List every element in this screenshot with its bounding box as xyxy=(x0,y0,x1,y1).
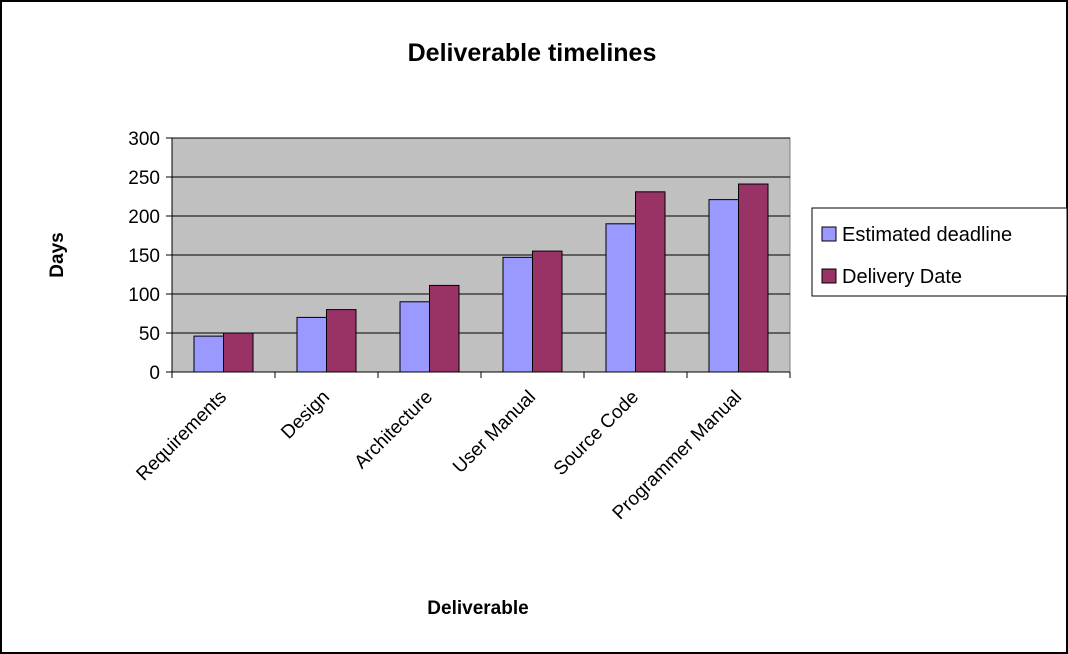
bar-delivery-date-source-code xyxy=(635,191,666,373)
bar-estimated-deadline-architecture xyxy=(399,301,430,373)
y-tick-label: 300 xyxy=(128,129,160,150)
y-tick-label: 50 xyxy=(139,324,160,345)
legend-swatch-estimated-deadline xyxy=(821,226,837,242)
y-tick-labels: 0 50 100 150 200 250 300 xyxy=(128,129,160,384)
y-tick-label: 100 xyxy=(128,285,160,306)
bar-estimated-deadline-requirements xyxy=(193,335,224,373)
gridlines xyxy=(172,137,790,334)
bar-estimated-deadline-user-manual xyxy=(502,256,533,373)
bar-estimated-deadline-programmer-manual xyxy=(708,199,739,373)
y-tick-label: 250 xyxy=(128,168,160,189)
bar-delivery-date-programmer-manual xyxy=(738,183,769,373)
x-axis-title: Deliverable xyxy=(427,598,528,619)
axes xyxy=(166,137,791,378)
x-tick-label: Requirements xyxy=(133,387,231,485)
x-tick-label: User Manual xyxy=(449,387,540,478)
y-tick-label: 200 xyxy=(128,207,160,228)
legend-box xyxy=(811,207,1068,297)
y-tick-label: 0 xyxy=(149,363,160,384)
legend-swatch-delivery-date xyxy=(821,268,837,284)
bar-delivery-date-architecture xyxy=(429,284,460,373)
bar-estimated-deadline-design xyxy=(296,316,327,373)
legend-label-delivery-date: Delivery Date xyxy=(842,266,962,288)
legend-label-estimated-deadline: Estimated deadline xyxy=(842,224,1012,246)
y-axis-title: Days xyxy=(47,232,68,277)
legend: Estimated deadline Delivery Date xyxy=(811,207,1068,297)
x-tick-labels: Requirements Design Architecture User Manua… xyxy=(133,387,746,524)
x-tick-label: Design xyxy=(277,387,334,444)
x-tick-label: Source Code xyxy=(550,387,643,480)
bar-delivery-date-requirements xyxy=(223,332,254,373)
x-tick-label: Architecture xyxy=(351,387,438,474)
y-tick-label: 150 xyxy=(128,246,160,267)
bar-delivery-date-user-manual xyxy=(532,250,563,373)
chart-title: Deliverable timelines xyxy=(408,39,657,67)
bars xyxy=(193,183,769,373)
bar-delivery-date-design xyxy=(326,309,357,373)
bar-estimated-deadline-source-code xyxy=(605,223,636,373)
